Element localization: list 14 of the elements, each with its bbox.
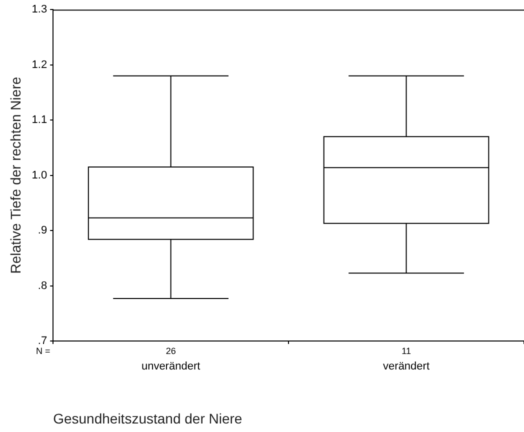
y-tick-label: .8 <box>38 280 48 292</box>
y-axis-title: Relative Tiefe der rechten Niere <box>7 76 24 274</box>
y-tick-label: .7 <box>38 335 48 348</box>
y-tick-label: 1.3 <box>32 4 48 16</box>
y-tick-label: 1.2 <box>32 58 48 71</box>
x-tick-label: verändert <box>383 360 430 373</box>
y-tick-label: 1.1 <box>32 114 48 126</box>
x-axis-title: Gesundheitszustand der Niere <box>53 410 242 426</box>
text: N = <box>36 346 50 356</box>
text: 26 <box>166 346 176 356</box>
text: 11 <box>402 346 411 356</box>
x-tick-label: unverändert <box>141 360 200 373</box>
y-tick-label: 1.0 <box>32 169 48 182</box>
y-tick-label: .9 <box>38 224 48 237</box>
